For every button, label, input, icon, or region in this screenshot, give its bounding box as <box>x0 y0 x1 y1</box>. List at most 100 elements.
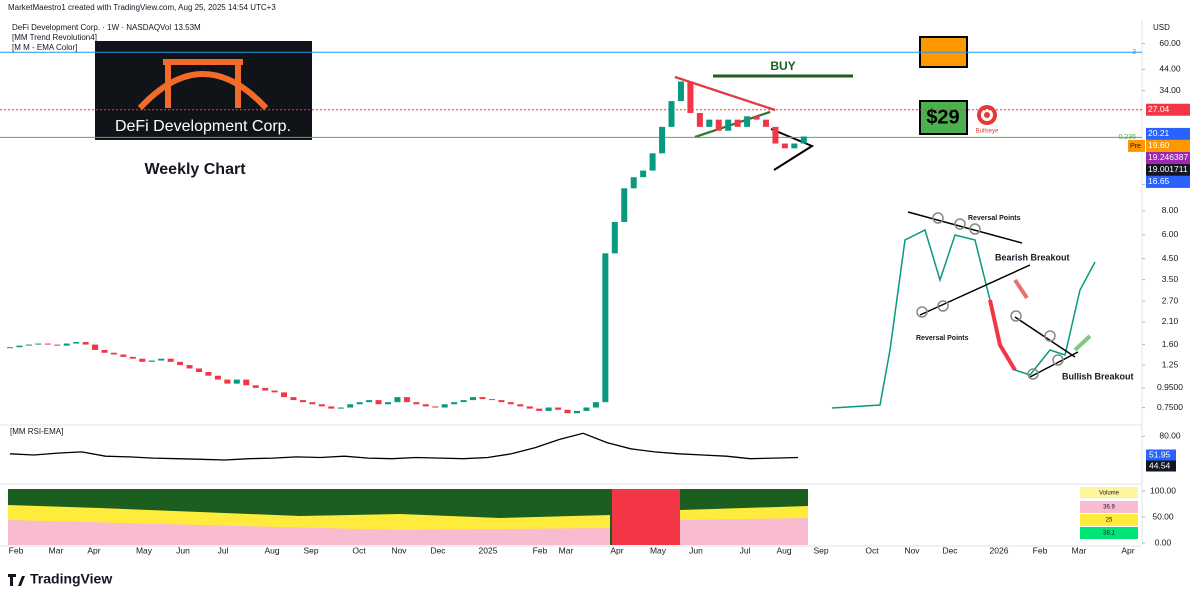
candle <box>744 116 751 127</box>
indicator: [MM Trend Revolution4] <box>12 33 97 42</box>
candle <box>262 387 269 391</box>
candle <box>337 407 344 409</box>
note: Reversal Points <box>968 215 1021 222</box>
bullseye-icon <box>977 105 997 125</box>
y-tick-label: 0.9500 <box>1157 382 1183 392</box>
x-tick-label: May <box>136 545 153 555</box>
symbol: DeFi Development Corp. · 1W · NASDAQ <box>12 23 160 32</box>
candle <box>479 397 486 400</box>
candle <box>507 402 514 405</box>
vol-tick-label: 100.00 <box>1150 485 1176 495</box>
y-tick-label: 44.00 <box>1159 64 1181 74</box>
vol-value: 13.53M <box>174 23 201 32</box>
candle <box>394 397 401 403</box>
candle <box>574 410 580 414</box>
pattern-lines <box>674 76 815 171</box>
candle <box>555 407 562 410</box>
candle <box>205 372 212 376</box>
candle <box>687 81 694 113</box>
candle <box>526 406 533 409</box>
logo-text: DeFi Development Corp. <box>115 118 291 135</box>
candle <box>611 221 618 254</box>
candle <box>16 345 23 348</box>
candle <box>101 349 108 353</box>
candle <box>299 400 306 403</box>
candle <box>44 343 51 345</box>
candle <box>488 399 495 401</box>
x-tick-label: Dec <box>942 545 958 555</box>
candle <box>110 352 117 355</box>
candle <box>696 112 703 127</box>
x-tick-label: Feb <box>533 545 548 555</box>
volume-bars <box>8 489 808 545</box>
pattern-line <box>694 111 771 138</box>
candle <box>536 408 543 411</box>
x-tick-label: Apr <box>87 545 100 555</box>
candle <box>214 375 221 380</box>
y-tick-label: 2.70 <box>1162 295 1179 305</box>
x-tick-label: Oct <box>352 545 366 555</box>
candle <box>602 253 609 403</box>
price-label-box <box>1146 175 1190 188</box>
x-tick-label: Jul <box>218 545 229 555</box>
price-label-box <box>1146 163 1190 176</box>
candle <box>413 402 420 405</box>
candle <box>347 404 354 408</box>
x-tick-label: Aug <box>264 545 279 555</box>
buy-label: BUY <box>770 59 795 73</box>
price-tag-box <box>1128 139 1145 152</box>
candle <box>158 358 165 361</box>
price-label: 19.246387 <box>1148 152 1188 162</box>
candle <box>366 400 373 403</box>
candle <box>564 409 571 414</box>
y-tick-label: 60.00 <box>1159 38 1181 48</box>
candle <box>772 126 779 144</box>
candle <box>139 358 146 362</box>
brand-icon <box>8 574 25 586</box>
price-label: 20.21 <box>1148 128 1170 138</box>
x-tick-label: Nov <box>904 545 920 555</box>
x-tick-label: Mar <box>559 545 574 555</box>
y-tick-label: 6.00 <box>1162 229 1179 239</box>
bullseye-label: Bullseye <box>976 129 999 135</box>
y-tick-label: 3.50 <box>1162 274 1179 284</box>
candle <box>356 402 363 405</box>
candle <box>498 400 505 403</box>
rsi-label: 51.95 <box>1149 449 1171 459</box>
legend-title: Volume <box>1099 491 1120 497</box>
x-tick-label: Feb <box>9 545 24 555</box>
candle <box>73 342 80 344</box>
candle <box>281 392 288 398</box>
rsi-tick-label: 80.00 <box>1159 431 1181 441</box>
price-tag: Pre <box>1130 143 1141 150</box>
y-tick-label: 0.7500 <box>1157 402 1183 412</box>
x-tick-label: 2026 <box>990 545 1009 555</box>
price-label: 19.60 <box>1148 140 1170 150</box>
candle <box>233 379 240 384</box>
candle <box>677 81 684 102</box>
vol-tick-label: 50.00 <box>1152 511 1174 521</box>
rsi-label-box <box>1146 449 1176 461</box>
candle <box>328 406 335 409</box>
indicator: [M M - EMA Color] <box>12 43 77 52</box>
x-tick-label: Nov <box>391 545 407 555</box>
brand: TradingView <box>30 571 112 587</box>
candle <box>734 119 741 127</box>
level-label: 3 <box>1132 49 1136 56</box>
x-tick-label: Apr <box>1121 545 1134 555</box>
candle <box>177 361 184 366</box>
candle <box>460 400 467 403</box>
candle <box>7 347 13 349</box>
y-tick-label: 8.00 <box>1162 205 1179 215</box>
candle <box>148 360 155 362</box>
target-box <box>919 100 968 135</box>
x-tick-label: May <box>650 545 667 555</box>
level-label: 0.236 <box>1118 134 1136 141</box>
vol-tick-label: 0.00 <box>1155 537 1172 547</box>
candle <box>432 406 439 408</box>
note: Bearish Breakout <box>995 252 1070 262</box>
rsi-label: 44.54 <box>1149 460 1171 470</box>
legend-cell <box>1080 527 1138 539</box>
candle <box>545 407 552 411</box>
candle <box>592 402 599 408</box>
